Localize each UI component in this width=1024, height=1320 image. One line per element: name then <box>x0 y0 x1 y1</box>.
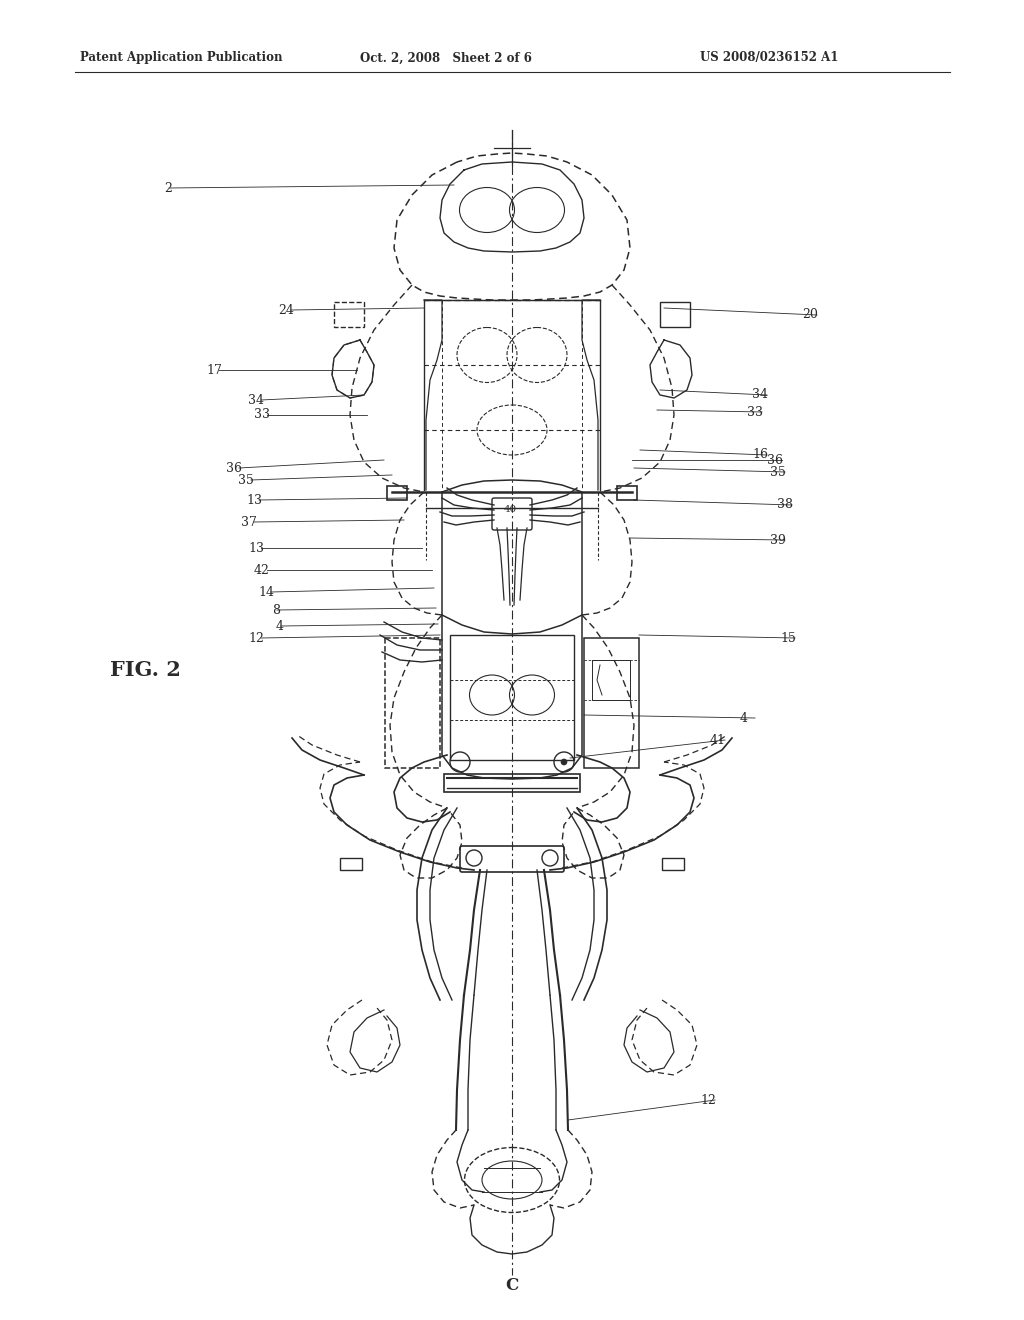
Text: FIG. 2: FIG. 2 <box>110 660 180 680</box>
Text: 37: 37 <box>241 516 257 528</box>
Text: 41: 41 <box>710 734 726 747</box>
Text: 12: 12 <box>700 1093 716 1106</box>
Text: 15: 15 <box>780 631 796 644</box>
Text: 16: 16 <box>752 449 768 462</box>
Text: 35: 35 <box>239 474 254 487</box>
Text: US 2008/0236152 A1: US 2008/0236152 A1 <box>700 51 839 65</box>
Text: 33: 33 <box>254 408 270 421</box>
Text: 39: 39 <box>770 533 785 546</box>
Text: 38: 38 <box>777 499 793 511</box>
Text: 20: 20 <box>802 309 818 322</box>
Text: 36: 36 <box>226 462 242 474</box>
Text: 4: 4 <box>276 619 284 632</box>
Text: 42: 42 <box>254 564 270 577</box>
Text: 40: 40 <box>504 506 517 513</box>
Text: 13: 13 <box>248 541 264 554</box>
Text: 24: 24 <box>279 304 294 317</box>
Text: 34: 34 <box>248 393 264 407</box>
Text: 14: 14 <box>258 586 274 598</box>
Text: 4: 4 <box>740 711 748 725</box>
Text: Oct. 2, 2008   Sheet 2 of 6: Oct. 2, 2008 Sheet 2 of 6 <box>360 51 531 65</box>
Text: 33: 33 <box>746 405 763 418</box>
Text: 8: 8 <box>272 603 280 616</box>
Text: 2: 2 <box>164 181 172 194</box>
Text: C: C <box>506 1276 518 1294</box>
Text: 13: 13 <box>246 494 262 507</box>
Text: 17: 17 <box>206 363 222 376</box>
Text: 35: 35 <box>770 466 785 479</box>
Text: 12: 12 <box>248 631 264 644</box>
Text: Patent Application Publication: Patent Application Publication <box>80 51 283 65</box>
Text: 34: 34 <box>752 388 768 401</box>
Circle shape <box>561 759 567 766</box>
Text: 36: 36 <box>767 454 783 466</box>
